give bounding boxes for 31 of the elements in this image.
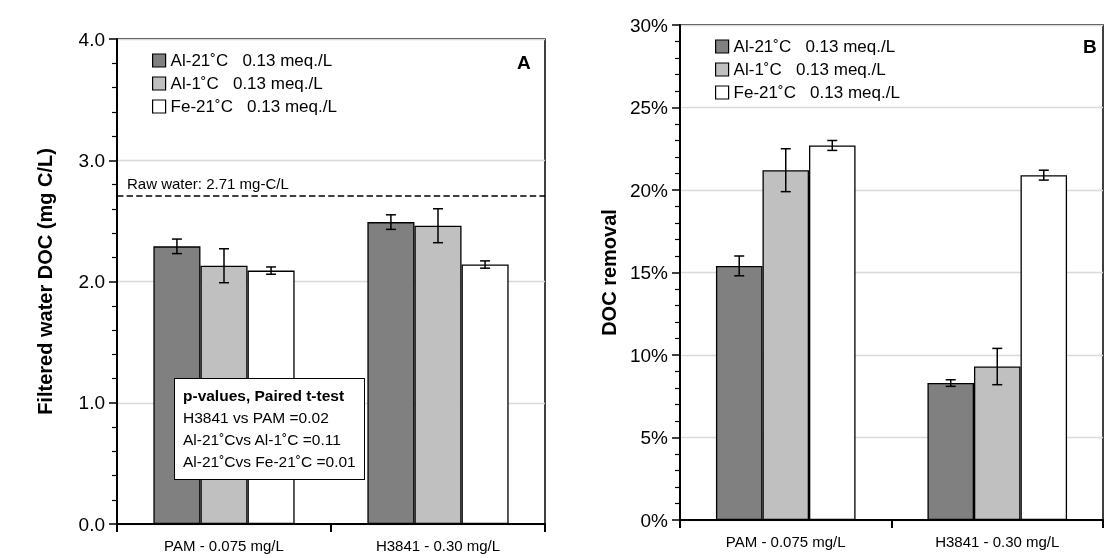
y-tick-label: 10% [629, 344, 669, 366]
annotation: A [517, 52, 531, 74]
ref-line-label: Raw water: 2.71 mg-C/L [127, 175, 289, 193]
annotation: p-values, Paired t-test [183, 386, 346, 406]
y-tick-label: 15% [629, 262, 669, 283]
legend-label: Fe-21˚C 0.13 meq./L [170, 97, 337, 116]
y-tick-label: 20% [629, 179, 669, 201]
y-tick-label: 25% [629, 97, 669, 118]
y-tick-label: 0% [640, 509, 669, 531]
x-tick-label: PAM - 0.075 mg/L [164, 537, 284, 554]
annotation: Al-21˚Cvs Al-1˚C =0.11 [183, 430, 342, 450]
legend-label: Al-21˚C 0.13 meq./L [733, 37, 896, 56]
y-tick-label: 3.0 [78, 149, 105, 171]
y-tick-label: 2.0 [78, 271, 105, 292]
y-tick-label: 5% [640, 427, 669, 448]
y-tick-label: 4.0 [78, 28, 105, 50]
annotation: Al-21˚Cvs Fe-21˚C =0.01 [183, 452, 356, 472]
legend-label: Al-21˚C 0.13 meq./L [170, 51, 333, 70]
legend-label: Al-1˚C 0.13 meq./L [170, 74, 323, 93]
y-axis-title: Filtered water DOC (mg C/L) [34, 148, 56, 415]
y-tick-label: 0.0 [78, 513, 105, 535]
x-tick-label: H3841 - 0.30 mg/L [935, 533, 1060, 550]
annotation: H3841 vs PAM =0.02 [183, 408, 330, 428]
x-tick-label: H3841 - 0.30 mg/L [375, 537, 501, 554]
y-tick-label: 30% [629, 14, 669, 36]
y-tick-label: 1.0 [78, 392, 105, 414]
legend-label: Fe-21˚C 0.13 meq./L [733, 83, 900, 102]
y-axis-title: DOC removal [598, 209, 621, 336]
annotation: B [1083, 36, 1097, 58]
x-tick-label: PAM - 0.075 mg/L [725, 533, 846, 550]
legend-label: Al-1˚C 0.13 meq./L [733, 60, 886, 79]
